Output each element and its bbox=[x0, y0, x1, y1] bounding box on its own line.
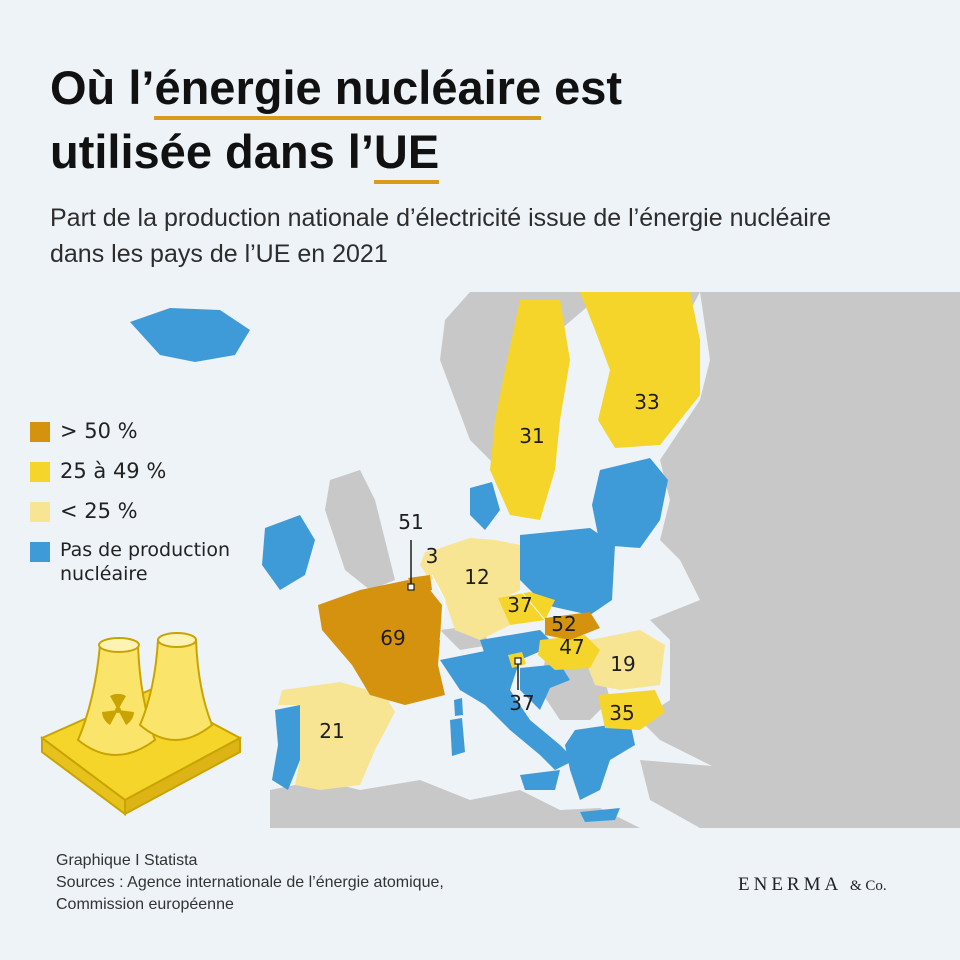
belgium-marker bbox=[407, 583, 415, 591]
label-slovaquie: 52 bbox=[551, 612, 576, 636]
label-hongrie: 47 bbox=[559, 635, 584, 659]
subtitle: Part de la production nationale d’électr… bbox=[50, 204, 832, 268]
germany bbox=[432, 538, 520, 640]
title-line1-highlight: énergie nucléaire bbox=[154, 61, 542, 120]
croatia bbox=[520, 664, 570, 710]
brand-name: ENERMA bbox=[738, 874, 842, 895]
romania bbox=[585, 630, 665, 690]
label-espagne: 21 bbox=[319, 719, 344, 743]
iceland bbox=[130, 308, 250, 362]
bulgaria bbox=[598, 690, 665, 730]
baltic-states bbox=[592, 458, 668, 548]
legend-label: 25 à 49 % bbox=[60, 459, 167, 483]
italy bbox=[440, 650, 575, 770]
legend-label: > 50 % bbox=[60, 419, 138, 443]
cyprus bbox=[780, 810, 820, 828]
label-france: 69 bbox=[380, 626, 405, 650]
legend-swatch bbox=[30, 462, 50, 482]
legend: > 50 % 25 à 49 % < 25 % Pas de productio… bbox=[30, 418, 280, 600]
legend-label: Pas de production nucléaire bbox=[60, 539, 230, 585]
greece bbox=[565, 722, 635, 800]
label-finlande: 33 bbox=[634, 390, 659, 414]
label-slovenie: 37 bbox=[509, 691, 534, 715]
denmark bbox=[470, 482, 500, 530]
label-pays-bas: 3 bbox=[426, 544, 439, 568]
page-title: Où l’énergie nucléaire est utilisée dans… bbox=[50, 56, 810, 184]
footer-sources: Sources : Agence internationale de l’éne… bbox=[56, 874, 444, 891]
brand-suffix: & Co. bbox=[849, 878, 887, 894]
title-line1-prefix: Où l’ bbox=[50, 61, 155, 114]
slovakia bbox=[545, 612, 600, 640]
legend-item-25-49: 25 à 49 % bbox=[30, 458, 280, 484]
europe-map: 33 31 51 3 12 37 52 47 19 69 37 35 21 bbox=[0, 292, 960, 828]
legend-item-under-25: < 25 % bbox=[30, 498, 280, 524]
turkey bbox=[640, 760, 960, 828]
crete bbox=[580, 808, 620, 822]
footer-sources-cont: Commission européenne bbox=[56, 896, 234, 913]
eastern-europe bbox=[640, 292, 960, 828]
legend-swatch bbox=[30, 542, 50, 562]
label-tchequie: 37 bbox=[507, 593, 532, 617]
france bbox=[318, 580, 445, 705]
label-belgique: 51 bbox=[398, 510, 423, 534]
label-bulgarie: 35 bbox=[609, 701, 634, 725]
footer: Graphique I Statista Sources : Agence in… bbox=[56, 850, 616, 916]
poland bbox=[520, 528, 615, 615]
north-africa bbox=[270, 780, 640, 828]
slovenia-marker bbox=[514, 657, 522, 665]
sicily bbox=[520, 770, 560, 790]
label-roumanie: 19 bbox=[610, 652, 635, 676]
title-line2-prefix: utilisée dans l’ bbox=[50, 125, 374, 178]
nuclear-plant-icon bbox=[40, 632, 243, 816]
austria bbox=[480, 630, 555, 660]
label-suede: 31 bbox=[519, 424, 544, 448]
footer-credit: Graphique I Statista bbox=[56, 852, 198, 869]
legend-item-over-50: > 50 % bbox=[30, 418, 280, 444]
ireland bbox=[262, 515, 315, 590]
legend-item-no-production: Pas de production nucléaire bbox=[30, 538, 280, 586]
legend-swatch bbox=[30, 502, 50, 522]
hungary bbox=[538, 635, 600, 670]
finland bbox=[580, 292, 700, 448]
czechia bbox=[498, 592, 555, 625]
title-line2-highlight: UE bbox=[373, 125, 440, 184]
netherlands bbox=[420, 548, 446, 580]
brand-logo: ENERMA & Co. bbox=[738, 874, 887, 896]
label-allemagne: 12 bbox=[464, 565, 489, 589]
great-britain bbox=[325, 470, 395, 590]
legend-label: < 25 % bbox=[60, 499, 138, 523]
sardinia bbox=[450, 718, 465, 756]
spain bbox=[278, 682, 395, 790]
title-line1-suffix: est bbox=[541, 61, 623, 114]
legend-swatch bbox=[30, 422, 50, 442]
non-eu-land bbox=[270, 292, 960, 828]
portugal bbox=[272, 705, 300, 790]
sweden bbox=[490, 300, 570, 520]
corsica bbox=[454, 698, 463, 716]
borders bbox=[431, 574, 546, 641]
